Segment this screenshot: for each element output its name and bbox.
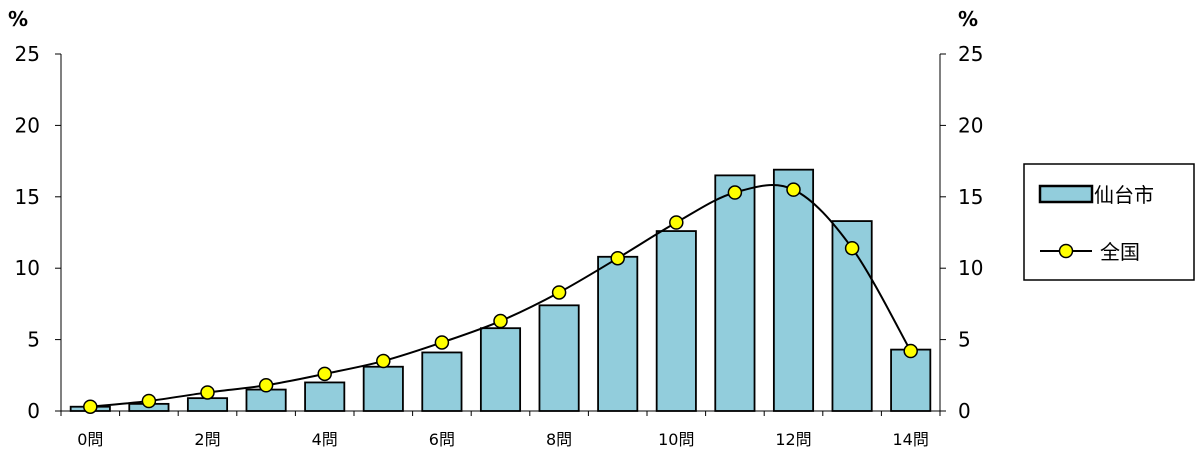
bar-12問 [772,168,815,412]
point-8問 [551,285,567,300]
bar-11問 [714,174,756,412]
x-tick-label: 0問 [77,430,103,449]
point-3問 [258,378,274,393]
bar-10問 [655,230,697,412]
left-y-tick-label: 5 [27,328,40,352]
point-9問 [610,250,625,266]
point-4問 [317,366,332,382]
legend: 仙台市 全国 [1023,163,1195,281]
bar-2問 [186,397,229,412]
right-y-tick-label: 5 [958,328,971,352]
bar-9問 [597,255,639,412]
axes-layer: 0 0 5 5 10 10 15 15 20 20 25 25 0問 2問 4問 6問 8問 10問 12問 14問 [15,42,984,449]
point-7問 [493,313,508,329]
right-y-tick-label: 0 [958,399,971,423]
left-y-tick-label: 25 [15,42,40,66]
x-tick-label: 2問 [194,430,220,449]
point-2問 [200,385,215,400]
point-10問 [669,215,684,230]
point-11問 [727,185,743,200]
left-y-tick-label: 10 [15,256,40,280]
left-y-unit: % [8,7,28,31]
x-tick-label: 12問 [775,430,811,449]
legend-line-marker [1058,243,1074,259]
legend-bar-swatch [1038,184,1094,204]
point-6問 [434,335,450,350]
point-13問 [844,240,860,256]
point-1問 [141,393,157,409]
bar-4問 [304,381,346,412]
point-0問 [83,399,98,414]
left-y-tick-label: 15 [15,185,40,209]
x-tick-label: 8問 [546,430,572,449]
point-14問 [903,343,918,359]
bar-8問 [538,304,580,412]
bar-3問 [245,388,287,412]
x-tick-label: 10問 [658,430,694,449]
line-layer [83,182,918,414]
bar-14問 [890,348,932,412]
bar-6問 [421,351,463,412]
bar-7問 [479,327,522,412]
right-y-unit: % [958,7,978,31]
bars-layer [69,168,932,412]
right-y-tick-label: 20 [958,113,983,137]
right-y-tick-label: 15 [958,185,983,209]
point-12問 [786,182,801,197]
left-y-tick-label: 0 [27,399,40,423]
legend-bar-label: 仙台市 [1094,183,1154,207]
legend-line-label: 全国 [1100,240,1140,264]
legend-box [1023,163,1195,281]
right-y-tick-label: 10 [958,256,983,280]
x-tick-label: 4問 [312,430,338,449]
x-tick-label: 14問 [893,430,929,449]
right-y-tick-label: 25 [958,42,983,66]
point-5問 [376,353,391,369]
x-tick-label: 6問 [429,430,455,449]
left-y-tick-label: 20 [15,113,40,137]
bar-5問 [362,365,404,412]
